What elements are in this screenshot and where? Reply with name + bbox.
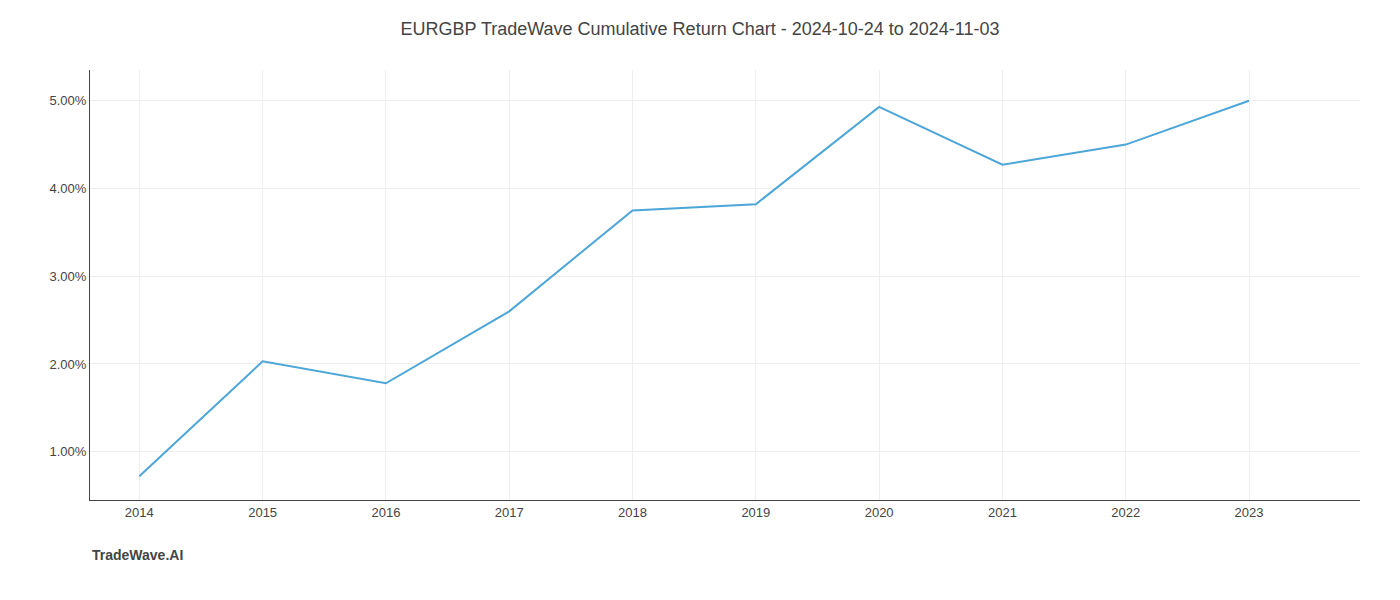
svg-text:2017: 2017 <box>495 505 524 520</box>
svg-text:2.00%: 2.00% <box>50 357 87 372</box>
svg-text:2019: 2019 <box>741 505 770 520</box>
svg-text:2018: 2018 <box>618 505 647 520</box>
svg-text:2014: 2014 <box>125 505 154 520</box>
svg-text:2022: 2022 <box>1111 505 1140 520</box>
svg-text:EURGBP TradeWave Cumulative Re: EURGBP TradeWave Cumulative Return Chart… <box>401 19 1000 39</box>
svg-text:2023: 2023 <box>1235 505 1264 520</box>
svg-text:4.00%: 4.00% <box>50 181 87 196</box>
svg-text:2021: 2021 <box>988 505 1017 520</box>
svg-text:3.00%: 3.00% <box>50 269 87 284</box>
svg-text:1.00%: 1.00% <box>50 444 87 459</box>
svg-text:2020: 2020 <box>865 505 894 520</box>
svg-text:2015: 2015 <box>248 505 277 520</box>
svg-text:2016: 2016 <box>371 505 400 520</box>
svg-text:TradeWave.AI: TradeWave.AI <box>92 547 183 563</box>
svg-text:5.00%: 5.00% <box>50 93 87 108</box>
